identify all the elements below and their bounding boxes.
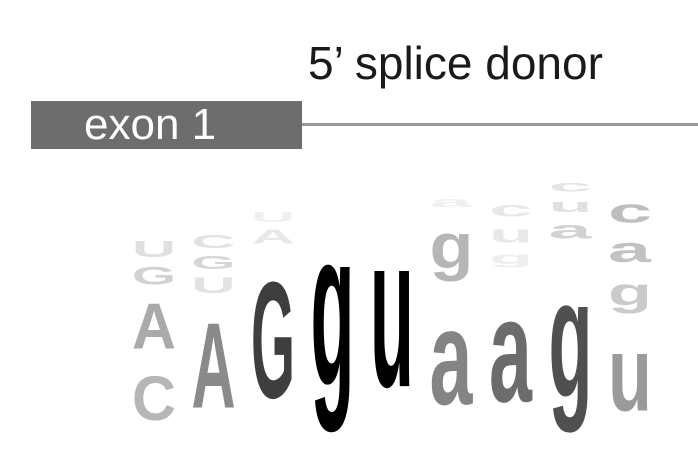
diagram-title: 5’ splice donor xyxy=(308,37,603,89)
logo-letter-a: A xyxy=(251,225,295,248)
logo-letter-u: u xyxy=(489,221,533,248)
logo-letter-g: G xyxy=(251,249,295,434)
logo-letter-u: U xyxy=(132,236,176,262)
logo-letter-c: C xyxy=(132,364,176,434)
logo-letter-c: C xyxy=(192,231,236,252)
logo-letter-g: g xyxy=(489,248,533,268)
logo-letter-a: A xyxy=(192,299,236,434)
logo-letter-a: a xyxy=(430,282,474,433)
logo-letter-u: u xyxy=(549,195,593,216)
logo-letter-a: a xyxy=(549,216,593,244)
logo-letter-g: g xyxy=(430,210,474,282)
logo-letter-g: G xyxy=(132,262,176,290)
logo-position-6: aga xyxy=(430,194,474,434)
logo-letter-c: c xyxy=(489,197,533,221)
logo-letter-a: a xyxy=(489,268,533,434)
logo-letter-g: g xyxy=(608,270,652,314)
logo-letter-u: U xyxy=(251,209,295,225)
logo-letter-c: c xyxy=(549,177,593,195)
logo-letter-a: a xyxy=(430,194,474,210)
logo-letter-g: g xyxy=(311,184,355,433)
logo-letter-g: g xyxy=(549,243,593,433)
logo-letter-u: u xyxy=(370,190,414,433)
logo-position-3: GAU xyxy=(251,209,295,433)
intron-line xyxy=(302,123,698,126)
logo-position-4: g xyxy=(311,184,355,433)
logo-letter-g: G xyxy=(192,252,236,273)
logo-letter-c: c xyxy=(608,192,652,230)
exon-box xyxy=(31,101,302,149)
logo-letter-u: u xyxy=(608,314,652,434)
logo-position-5: u xyxy=(370,190,414,433)
logo-letter-a: a xyxy=(608,230,652,270)
exon-label: exon 1 xyxy=(84,100,217,149)
logo-letter-a: A xyxy=(132,291,176,363)
logo-letter-u: U xyxy=(192,273,236,298)
